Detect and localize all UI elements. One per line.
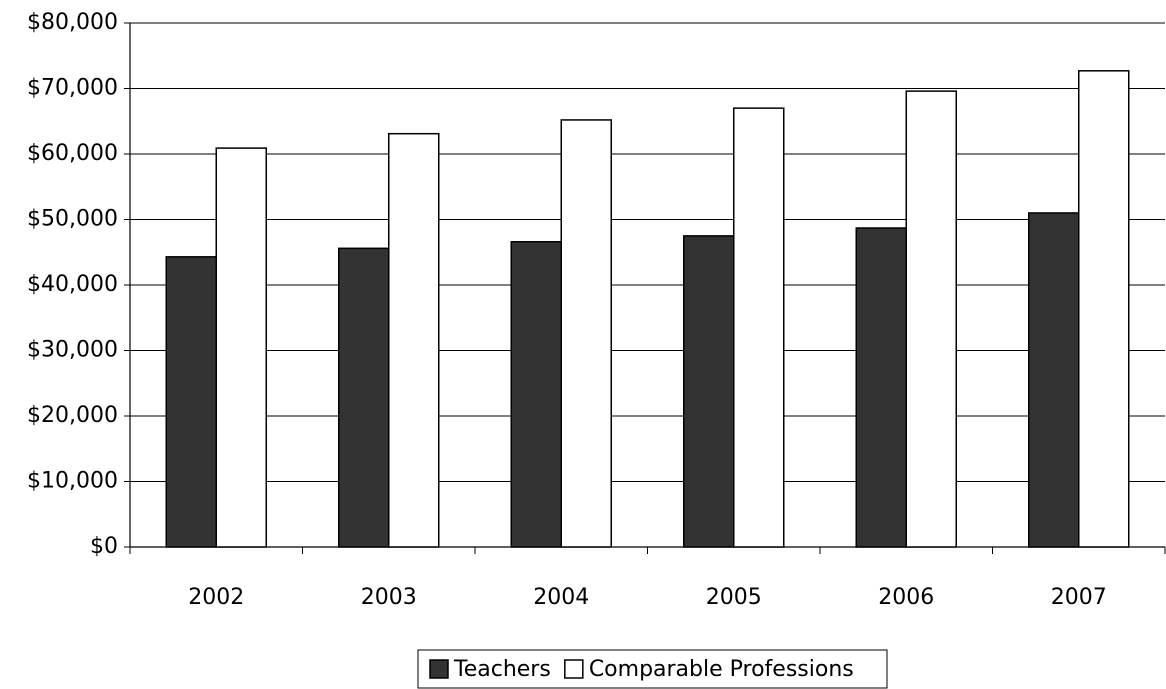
bar [683,235,735,548]
bar [855,227,907,548]
x-tick-label: 2005 [706,585,762,610]
y-tick-label: $50,000 [27,207,118,232]
bar [1078,70,1130,548]
bar [510,241,562,548]
legend-box [417,649,888,689]
legend-label: Comparable Professions [589,657,854,682]
y-tick-label: $0 [90,534,118,559]
bar [165,256,217,548]
bar [560,119,612,548]
y-tick-label: $10,000 [27,469,118,494]
y-tick-label: $30,000 [27,338,118,363]
y-tick-label: $40,000 [27,272,118,297]
bar [215,147,267,548]
x-tick-label: 2006 [878,585,934,610]
bar [338,247,390,548]
bar [733,107,785,548]
x-tick-label: 2007 [1051,585,1107,610]
bar [1028,212,1080,548]
legend-swatch [564,659,584,679]
x-tick-label: 2003 [361,585,417,610]
legend-swatch [429,659,449,679]
y-tick-label: $60,000 [27,141,118,166]
y-tick-label: $20,000 [27,403,118,428]
y-tick-label: $70,000 [27,76,118,101]
y-tick-label: $80,000 [27,10,118,35]
bar [905,90,957,548]
x-tick-label: 2002 [188,585,244,610]
x-tick-label: 2004 [533,585,589,610]
legend-label: Teachers [453,657,551,682]
bar [388,132,440,548]
